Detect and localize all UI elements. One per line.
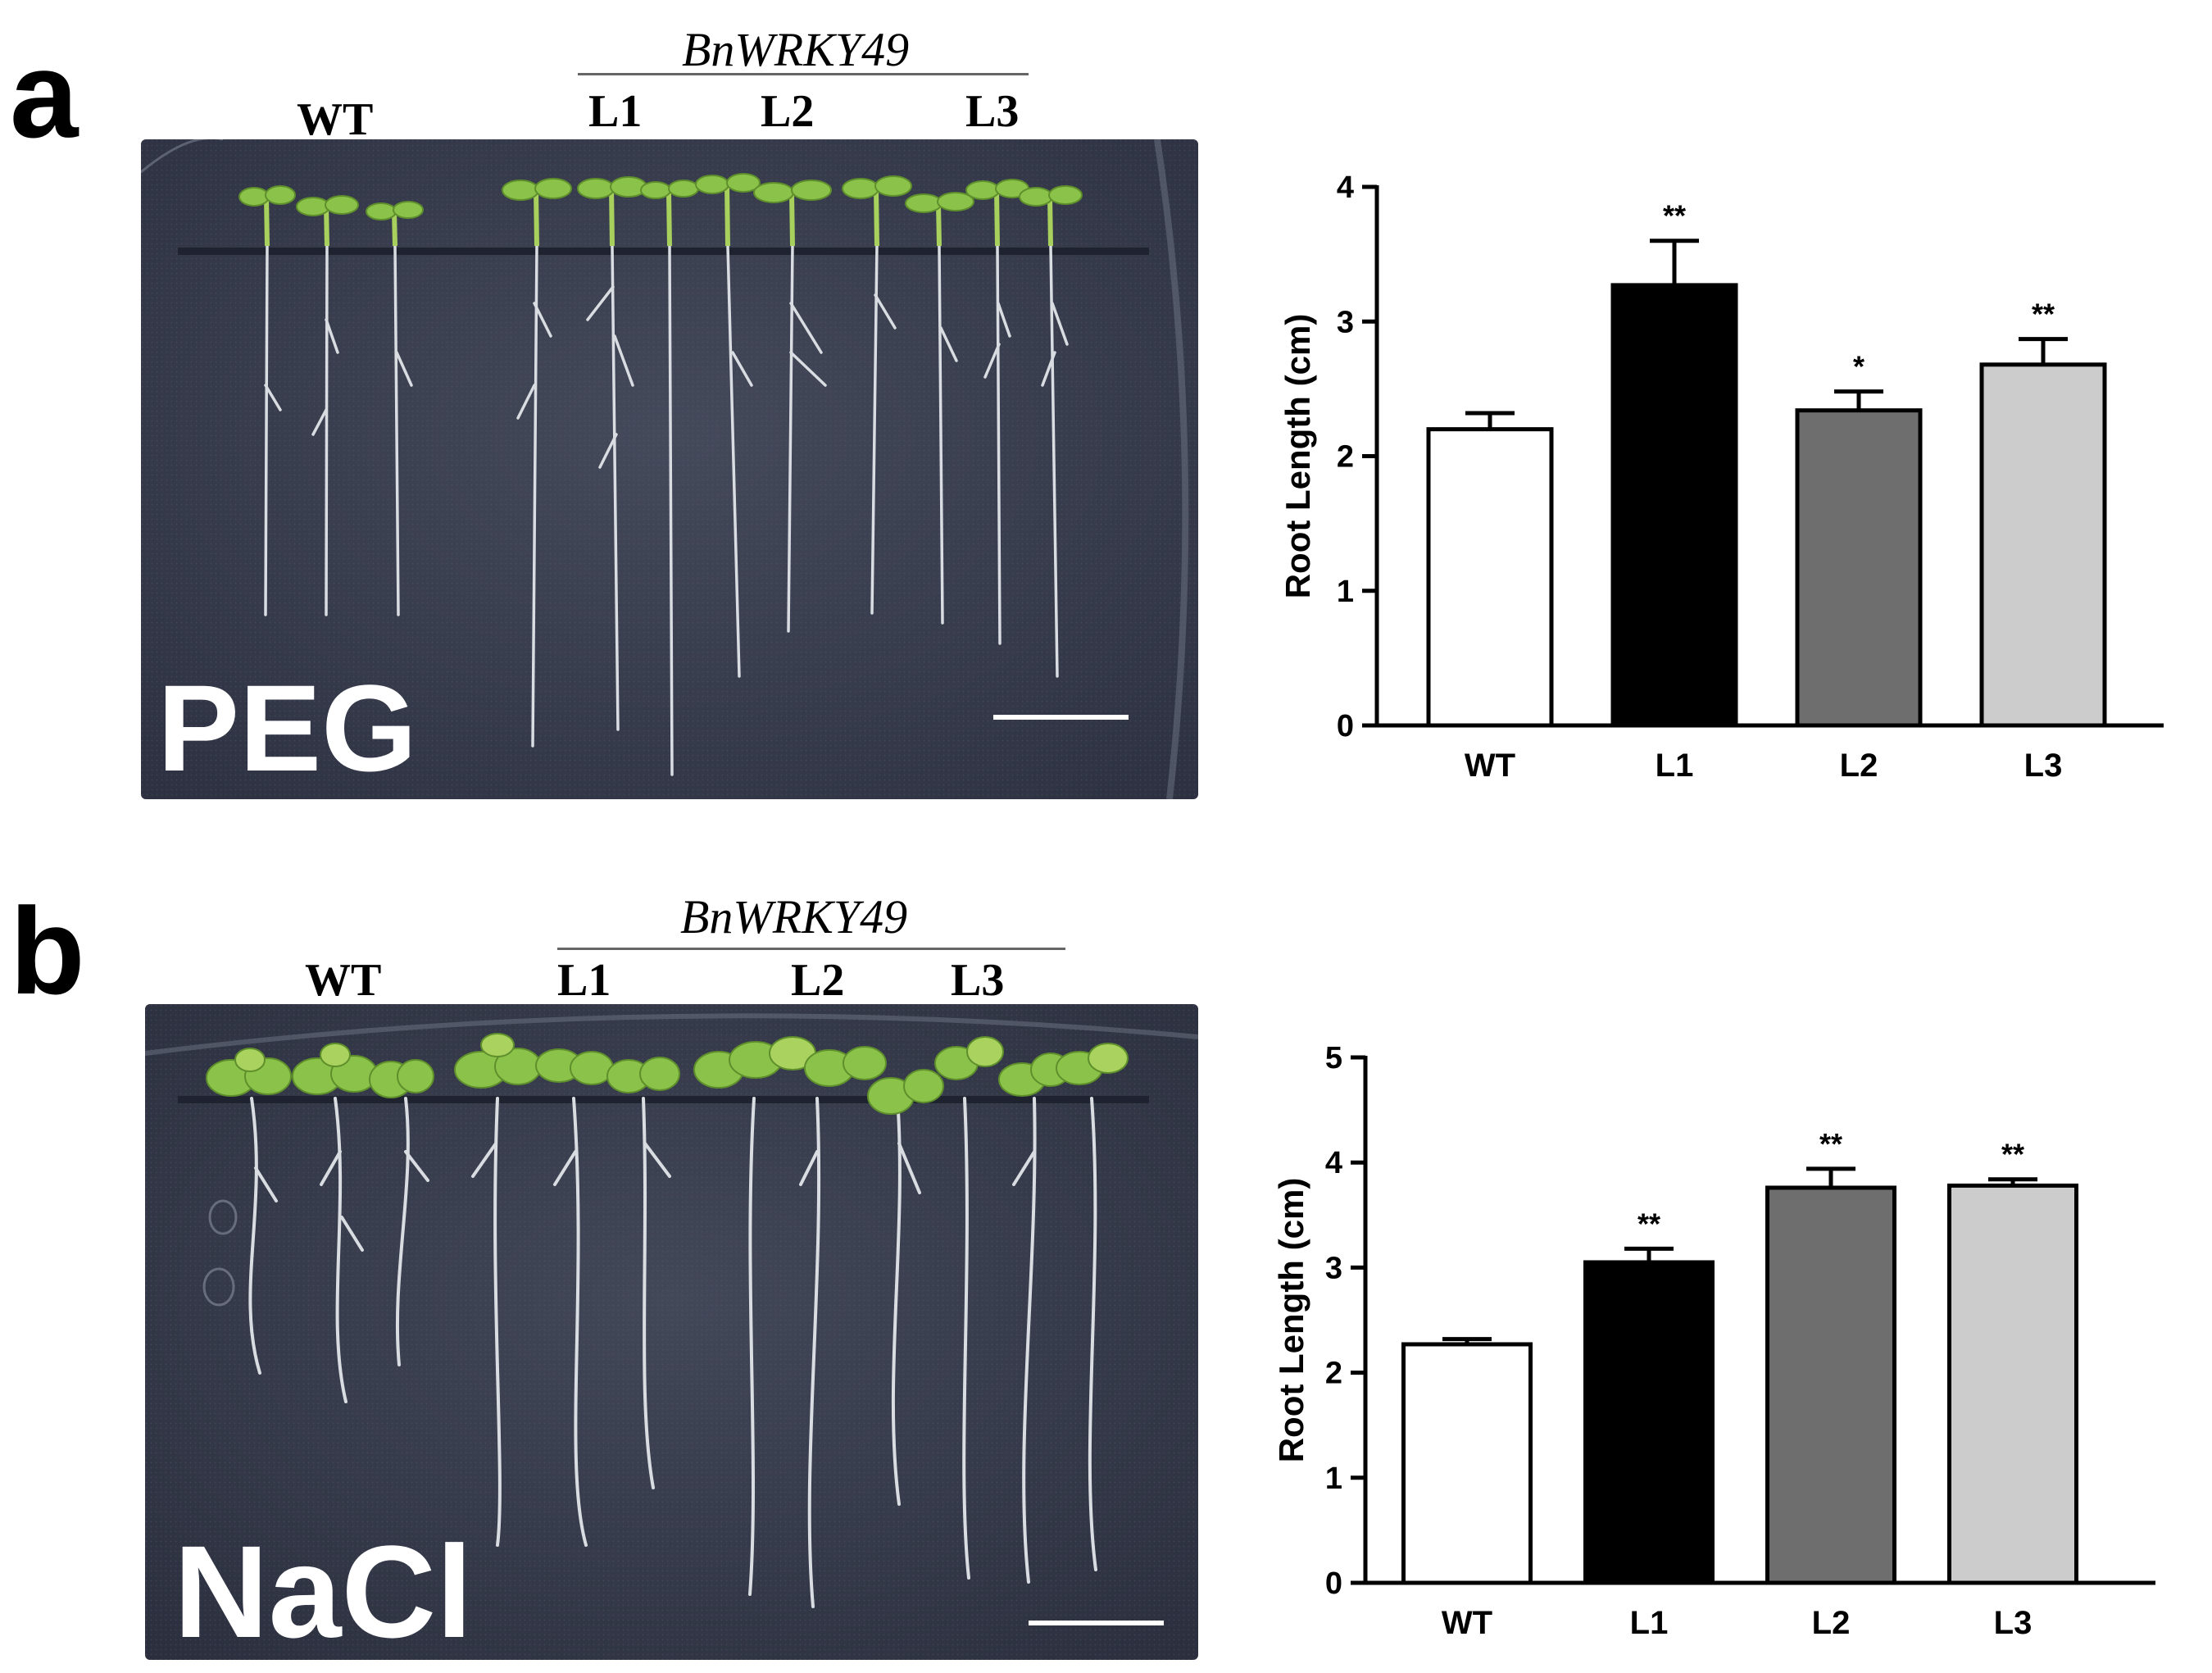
chart-nacl-x-tick-label-L3: L3 <box>1994 1605 2033 1641</box>
line-label-b-l1: L1 <box>557 955 611 1006</box>
chart-peg-x-tick-label-WT: WT <box>1465 748 1515 784</box>
chart-nacl-y-tick-label-3: 3 <box>1325 1251 1342 1285</box>
chart-peg-bar-L3 <box>1979 362 2107 728</box>
line-label-b-l2: L2 <box>791 955 845 1006</box>
chart-peg-x-tick-label-L2: L2 <box>1840 748 1878 784</box>
gene-label-a: BnWRKY49 <box>682 23 910 76</box>
line-label-a-l3: L3 <box>965 86 1020 137</box>
panel-letter-b: b <box>10 882 85 1020</box>
gene-group-rule-b <box>557 948 1065 950</box>
chart-peg-y-tick-label-1: 1 <box>1337 575 1354 609</box>
chart-nacl-bar-L3 <box>1947 1183 2078 1585</box>
scale-bar-peg <box>993 715 1129 720</box>
chart-nacl-y-tick-label-5: 5 <box>1325 1041 1342 1075</box>
chart-peg-y-tick-label-0: 0 <box>1337 709 1354 743</box>
chart-nacl-bar-L2 <box>1765 1185 1896 1585</box>
chart-peg-y-tick-label-2: 2 <box>1337 440 1354 475</box>
seedling-photo-peg-drawing: PEG <box>141 139 1198 799</box>
line-label-b-l3: L3 <box>951 955 1005 1006</box>
seedling-photo-nacl-drawing: NaCl <box>145 1004 1198 1660</box>
chart-peg-x-tick-label-L3: L3 <box>2024 748 2063 784</box>
root-length-chart-peg-svg: 0 1 2 3 4 Root Length (cm) WT ** L1 * L2 ** L3 <box>1279 170 2164 784</box>
chart-nacl-x-tick-label-WT: WT <box>1442 1605 1492 1641</box>
chart-nacl-x-tick-label-L1: L1 <box>1630 1605 1669 1641</box>
line-label-b-wt: WT <box>305 955 382 1006</box>
seedling-photo-nacl: NaCl <box>145 1004 1198 1660</box>
chart-nacl-bar-L1 <box>1583 1260 1715 1585</box>
chart-peg-bar-L2 <box>1795 408 1923 728</box>
chart-peg-x-tick-label-L1: L1 <box>1656 748 1694 784</box>
chart-peg-bar-L1 <box>1610 283 1738 728</box>
chart-peg-y-tick-label-3: 3 <box>1337 305 1354 339</box>
root-length-chart-peg: 0 1 2 3 4 Root Length (cm) WT ** L1 * L2 ** L3 <box>1279 156 2196 803</box>
chart-nacl-significance-L2: ** <box>1819 1127 1842 1161</box>
chart-peg-significance-L1: ** <box>1663 199 1686 233</box>
chart-peg-significance-L2: * <box>1853 350 1865 384</box>
chart-nacl-y-tick-label-1: 1 <box>1325 1462 1342 1496</box>
gene-label-b: BnWRKY49 <box>680 890 908 943</box>
panel-letter-a: a <box>10 25 79 163</box>
treatment-label-nacl: NaCl <box>174 1518 473 1660</box>
chart-nacl-y-tick-label-0: 0 <box>1325 1566 1342 1601</box>
chart-peg-bar-WT <box>1426 427 1554 728</box>
chart-nacl-y-tick-label-4: 4 <box>1325 1146 1342 1180</box>
chart-peg-significance-L3: ** <box>2032 298 2055 331</box>
chart-nacl-x-tick-label-L2: L2 <box>1812 1605 1851 1641</box>
chart-nacl-significance-L3: ** <box>2001 1138 2024 1171</box>
line-label-a-l2: L2 <box>761 86 815 137</box>
seedling-photo-peg: PEG <box>141 139 1198 799</box>
chart-peg-y-tick-label-4: 4 <box>1337 170 1354 205</box>
chart-nacl-y-axis-label: Root Length (cm) <box>1272 1178 1310 1463</box>
gene-group-rule-a <box>578 73 1029 75</box>
line-label-a-wt: WT <box>297 94 374 145</box>
root-length-chart-nacl-svg: 0 1 2 3 4 5 Root Length (cm) WT ** L1 ** L2 ** L3 <box>1272 1041 2155 1641</box>
chart-nacl-significance-L1: ** <box>1637 1207 1660 1240</box>
line-label-a-l1: L1 <box>588 86 643 137</box>
root-length-chart-nacl: 0 1 2 3 4 5 Root Length (cm) WT ** L1 ** L2 ** L3 <box>1272 1021 2196 1656</box>
chart-nacl-y-tick-label-2: 2 <box>1325 1357 1342 1391</box>
treatment-label-peg: PEG <box>157 659 417 797</box>
chart-nacl-bar-WT <box>1401 1342 1533 1585</box>
chart-peg-y-axis-label: Root Length (cm) <box>1279 314 1317 599</box>
scale-bar-nacl <box>1029 1621 1164 1625</box>
